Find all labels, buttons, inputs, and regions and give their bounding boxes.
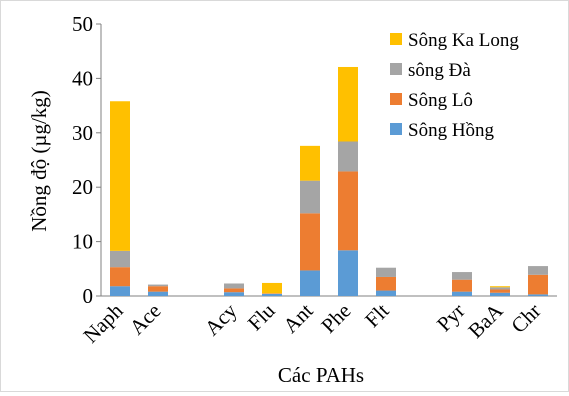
- bar-segment: [528, 274, 548, 295]
- bar-segment: [262, 293, 282, 294]
- x-tick-label: Acy: [200, 298, 242, 340]
- bar-segment: [376, 267, 396, 277]
- y-tick-label: 20: [72, 175, 93, 199]
- bar-segment: [452, 272, 472, 280]
- bar-segment: [110, 250, 130, 268]
- y-tick-label: 10: [72, 230, 93, 254]
- bar-segment: [224, 288, 244, 293]
- y-tick-label: 0: [83, 284, 94, 308]
- x-tick-label: Phe: [316, 299, 355, 338]
- legend-swatch: [390, 123, 402, 135]
- x-tick-label: Ant: [278, 298, 317, 337]
- x-tick-label: Flt: [360, 298, 394, 332]
- bar-segment: [376, 276, 396, 291]
- bar-segment: [262, 282, 282, 294]
- bar-segment: [338, 141, 358, 172]
- bar-segment: [300, 145, 320, 181]
- bar-segment: [110, 267, 130, 287]
- x-tick-label: Ace: [125, 299, 166, 340]
- bar-segment: [376, 290, 396, 296]
- bar-segment: [490, 287, 510, 290]
- bar-segment: [148, 291, 168, 296]
- legend: Sông Ka Long sông Đà Sông Lô Sông Hồng: [390, 30, 519, 141]
- x-tick-label: Chr: [506, 299, 545, 338]
- legend-swatch: [390, 93, 402, 105]
- legend-label: Sông Lô: [408, 90, 473, 111]
- x-tick-label: BaA: [463, 298, 508, 343]
- bar-segment: [490, 286, 510, 288]
- x-axis-title: Các PAHs: [278, 363, 364, 387]
- bar-segment: [452, 279, 472, 292]
- bar-segment: [338, 66, 358, 142]
- bar-segment: [300, 180, 320, 214]
- legend-label: Sông Hồng: [408, 120, 495, 141]
- bar-segment: [300, 213, 320, 271]
- bar-segment: [262, 293, 282, 296]
- bar-segment: [110, 101, 130, 251]
- bar-segment: [110, 286, 130, 296]
- bars: [110, 66, 548, 296]
- y-tick-label: 30: [72, 121, 93, 145]
- bar-segment: [490, 292, 510, 296]
- bar-segment: [300, 270, 320, 296]
- x-tick-label: Pyr: [432, 299, 470, 337]
- bar-segment: [452, 291, 472, 296]
- bar-segment: [224, 283, 244, 289]
- y-tick-label: 50: [72, 12, 93, 36]
- legend-swatch: [390, 63, 402, 75]
- bar-segment: [224, 292, 244, 296]
- bar-segment: [148, 284, 168, 287]
- legend-label: Sông Ka Long: [408, 30, 519, 51]
- legend-swatch: [390, 33, 402, 45]
- bar-segment: [338, 250, 358, 296]
- bar-segment: [528, 266, 548, 275]
- x-tick-label: Flu: [243, 298, 280, 335]
- bar-segment: [490, 289, 510, 293]
- legend-label: sông Đà: [408, 60, 471, 81]
- bar-segment: [338, 171, 358, 251]
- y-tick-label: 40: [72, 66, 93, 90]
- bar-segment: [148, 286, 168, 292]
- bar-segment: [528, 294, 548, 296]
- axes: [96, 23, 557, 297]
- y-axis-title: Nồng độ (µg/kg): [27, 90, 51, 232]
